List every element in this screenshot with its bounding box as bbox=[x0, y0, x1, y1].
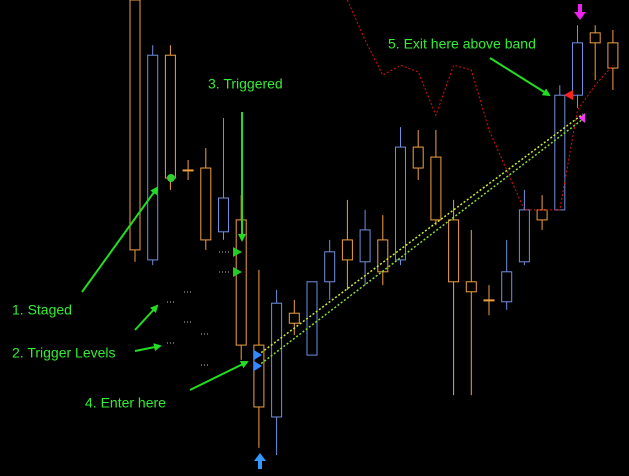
candle-body bbox=[395, 146, 406, 261]
candle-body bbox=[253, 344, 265, 408]
candle-body bbox=[536, 209, 548, 221]
staged-dot bbox=[167, 174, 175, 182]
candle-body bbox=[589, 32, 601, 44]
arrows bbox=[81, 57, 551, 391]
levels bbox=[167, 251, 231, 366]
candle-body bbox=[572, 42, 583, 96]
arrow bbox=[134, 343, 162, 352]
candle-body bbox=[501, 271, 513, 303]
candle-body bbox=[377, 239, 389, 273]
candle-body bbox=[129, 0, 141, 251]
candle-body bbox=[412, 146, 424, 169]
trigger-marker bbox=[233, 247, 242, 277]
candles bbox=[129, 0, 619, 456]
candle-body bbox=[218, 197, 229, 233]
candle-body bbox=[164, 54, 176, 179]
candle-body bbox=[271, 302, 283, 418]
trigger-lines bbox=[257, 113, 584, 367]
candle-body bbox=[448, 219, 460, 283]
arrow bbox=[81, 186, 159, 293]
annotation: 5. Exit here above band bbox=[388, 36, 536, 52]
annotation: 3. Triggered bbox=[208, 76, 283, 92]
arrow bbox=[489, 57, 551, 97]
candle-body bbox=[518, 209, 530, 263]
entry-marker bbox=[254, 350, 262, 371]
annotation: 4. Enter here bbox=[85, 395, 166, 411]
candle-body bbox=[607, 42, 619, 69]
candle-body bbox=[430, 156, 442, 221]
arrow bbox=[189, 361, 249, 391]
candle-body bbox=[465, 281, 477, 293]
annotation: 2. Trigger Levels bbox=[12, 345, 116, 361]
candle-body bbox=[341, 239, 353, 261]
sell-arrow bbox=[574, 4, 586, 20]
candle-body bbox=[324, 251, 336, 283]
annotation: 1. Staged bbox=[12, 302, 72, 318]
exit-marker bbox=[564, 90, 573, 100]
exit-marker bbox=[579, 113, 585, 123]
candle-body bbox=[288, 312, 300, 324]
candle-body bbox=[182, 169, 194, 172]
candle-body bbox=[306, 281, 318, 356]
band-line bbox=[346, 0, 614, 211]
trigger-line bbox=[257, 118, 584, 367]
candle-body bbox=[200, 167, 212, 241]
arrow bbox=[134, 304, 159, 331]
candle-body bbox=[554, 94, 566, 211]
candle-body bbox=[147, 54, 159, 261]
trigger-line bbox=[257, 113, 584, 356]
candle-body bbox=[483, 299, 495, 302]
candle-body bbox=[359, 229, 371, 263]
buy-arrow bbox=[254, 453, 266, 469]
